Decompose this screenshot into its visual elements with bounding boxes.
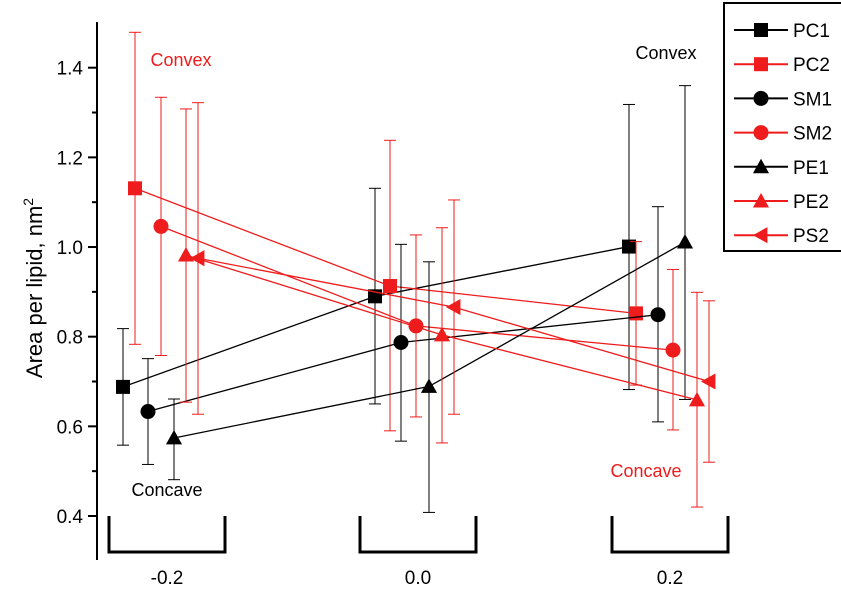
data-point [688, 391, 706, 407]
annotation-concave: Concave [131, 480, 202, 500]
series-sm1 [140, 206, 666, 465]
annotation-convex: Convex [635, 43, 696, 63]
legend-marker [753, 90, 769, 106]
legend-marker [752, 158, 770, 174]
legend-item-pe1: PE1 [734, 158, 829, 179]
legend-item-pc2: PC2 [734, 55, 830, 76]
legend-label: SM1 [793, 89, 832, 110]
legend: PC1 PC2 SM1 SM2 PE1 PE2 PS2 [723, 2, 841, 252]
x-group-bracket [358, 516, 478, 554]
legend-box [723, 2, 841, 252]
data-point [700, 373, 716, 390]
series-layer [116, 31, 716, 513]
data-point [622, 239, 636, 254]
legend-label: PS2 [793, 226, 829, 247]
data-point [153, 218, 169, 234]
data-point [128, 181, 142, 196]
x-group-label: 0.0 [405, 568, 431, 589]
series-pc2 [128, 31, 643, 432]
annotation-concave: Concave [610, 461, 681, 481]
axes: 0.4 0.6 0.8 1.0 1.2 1.4 Area per lipid, nm2 [20, 22, 98, 560]
y-tick-label: 0.6 [57, 417, 83, 438]
data-point [433, 326, 451, 342]
data-point [189, 250, 205, 267]
legend-marker [754, 57, 768, 72]
series-sm2 [153, 96, 681, 431]
x-group-label: -0.2 [151, 568, 184, 589]
y-tick-label: 1.4 [57, 59, 84, 80]
legend-label: PC2 [793, 55, 830, 76]
data-point [420, 378, 438, 393]
x-group-label: 0.2 [657, 568, 683, 589]
legend-item-sm1: SM1 [734, 89, 832, 110]
legend-item-pc1: PC1 [734, 21, 830, 42]
series-pc1 [116, 103, 636, 446]
y-tick-label: 1.0 [57, 238, 83, 259]
series-ps2 [189, 102, 716, 463]
data-point [445, 299, 461, 316]
legend-label: PC1 [793, 21, 830, 42]
legend-marker [752, 227, 768, 244]
data-point [665, 342, 681, 358]
legend-label: SM2 [793, 124, 832, 145]
legend-item-sm2: SM2 [734, 124, 832, 145]
data-point [383, 279, 397, 294]
data-point [676, 234, 694, 249]
y-axis-title-text: Area per lipid, nm [22, 206, 47, 378]
data-point [165, 429, 183, 445]
y-tick-label: 1.2 [57, 148, 83, 169]
data-point [177, 247, 195, 262]
series-pe1 [165, 85, 694, 513]
y-axis-title: Area per lipid, nm2 [20, 198, 47, 378]
y-tick-label: 0.4 [57, 507, 84, 528]
data-point [393, 335, 409, 351]
y-axis-title-superscript: 2 [20, 198, 36, 206]
data-point [650, 307, 666, 323]
series-pe2 [177, 108, 706, 508]
legend-item-ps2: PS2 [734, 226, 829, 247]
legend-marker [752, 192, 770, 208]
annotation-convex: Convex [150, 50, 211, 70]
annotations: Convex Concave Convex Concave [131, 43, 696, 500]
data-point [408, 318, 424, 334]
legend-label: PE1 [793, 158, 829, 179]
series-line [147, 314, 659, 413]
x-group-brackets: -0.2 0.0 0.2 [107, 516, 730, 589]
legend-item-pe2: PE2 [734, 192, 829, 213]
data-point [140, 404, 156, 420]
y-tick-label: 0.8 [57, 328, 83, 349]
legend-marker [753, 125, 769, 141]
x-group-bracket [610, 516, 730, 554]
data-point [116, 379, 130, 394]
x-group-bracket [107, 516, 227, 554]
legend-label: PE2 [793, 192, 829, 213]
legend-marker [754, 23, 768, 37]
